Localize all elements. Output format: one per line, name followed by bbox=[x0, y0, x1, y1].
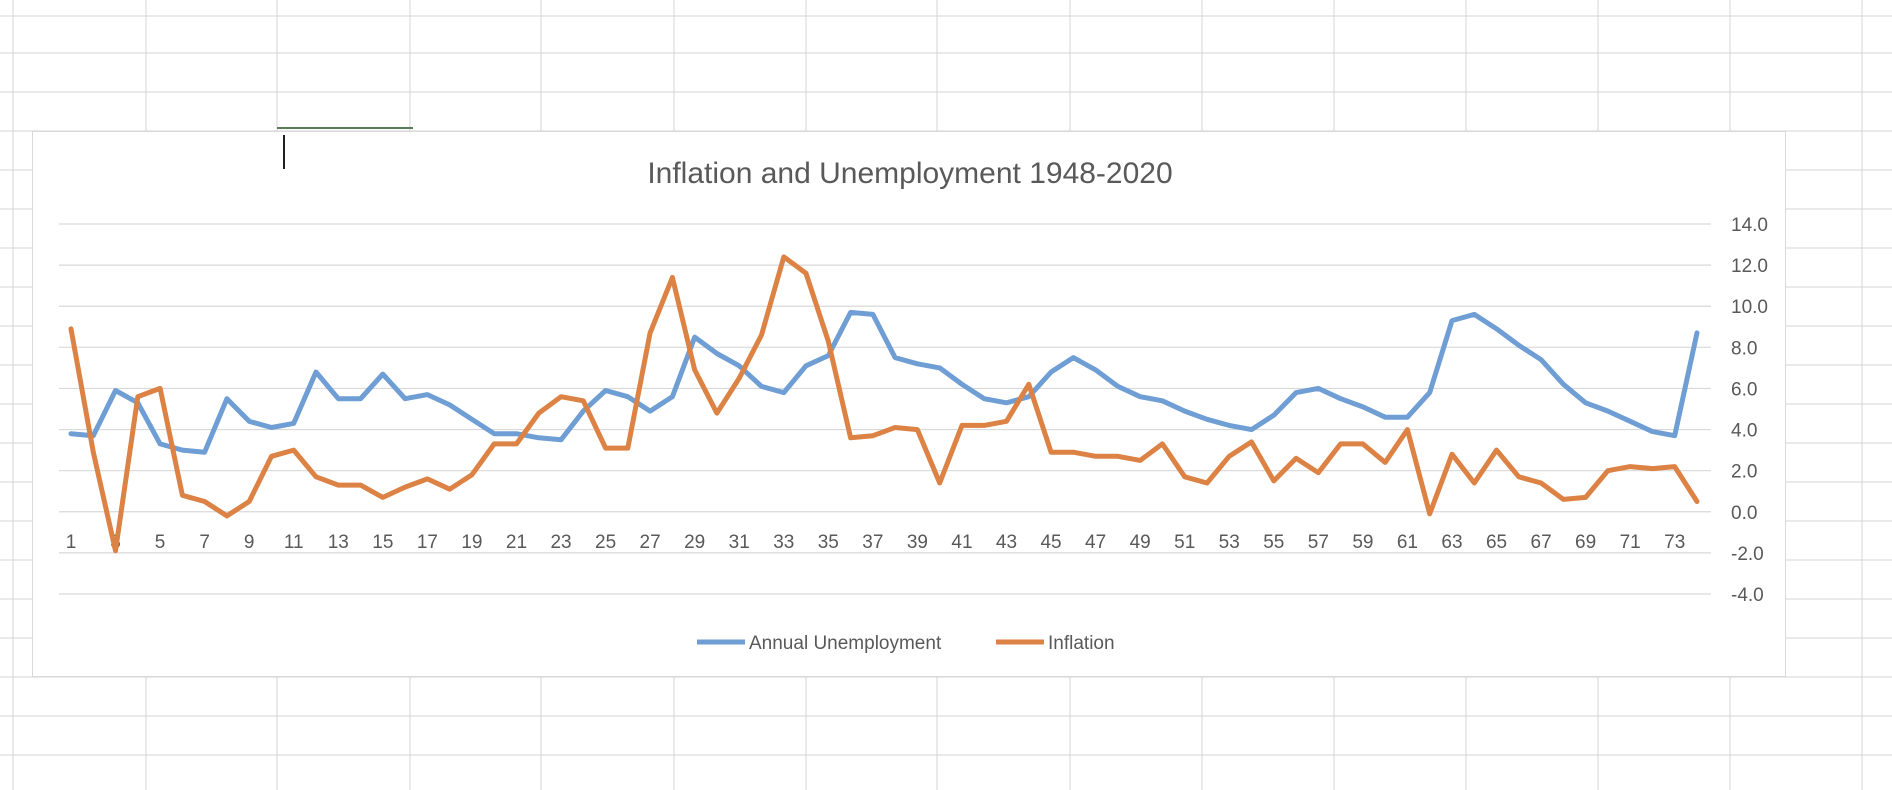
x-tick-label: 21 bbox=[506, 532, 527, 553]
x-tick-label: 47 bbox=[1085, 532, 1106, 553]
series-line-annual-unemployment bbox=[68, 309, 1700, 455]
x-tick-label: 31 bbox=[729, 532, 750, 553]
x-tick-label: 15 bbox=[372, 532, 393, 553]
chart-title: Inflation and Unemployment 1948-2020 bbox=[647, 157, 1172, 190]
x-tick-label: 17 bbox=[417, 532, 438, 553]
x-tick-label: 1 bbox=[66, 532, 77, 553]
x-tick-label: 23 bbox=[550, 532, 571, 553]
series-lines bbox=[68, 254, 1700, 554]
line-chart: Inflation and Unemployment 1948-2020 14.… bbox=[59, 157, 1768, 654]
x-tick-label: 71 bbox=[1620, 532, 1641, 553]
x-axis-labels: 1 3 5 7 9 11 13 15 17 19 21 23 25 27 29 31 33 35 37 39 41 43 4… bbox=[66, 532, 1686, 553]
x-tick-label: 61 bbox=[1397, 532, 1418, 553]
y-tick-label: 8.0 bbox=[1731, 338, 1757, 359]
y-tick-label: -2.0 bbox=[1731, 544, 1764, 565]
y-tick-label: -4.0 bbox=[1731, 585, 1764, 606]
x-tick-label: 55 bbox=[1263, 532, 1284, 553]
x-tick-label: 67 bbox=[1531, 532, 1552, 553]
x-tick-label: 73 bbox=[1664, 532, 1685, 553]
x-tick-label: 69 bbox=[1575, 532, 1596, 553]
x-tick-label: 35 bbox=[818, 532, 839, 553]
x-tick-label: 29 bbox=[684, 532, 705, 553]
y-tick-label: 6.0 bbox=[1731, 379, 1757, 400]
legend-label-annual-unemployment: Annual Unemployment bbox=[749, 633, 942, 654]
x-tick-label: 63 bbox=[1441, 532, 1462, 553]
y-tick-label: 10.0 bbox=[1731, 297, 1768, 318]
y-tick-label: 12.0 bbox=[1731, 256, 1768, 277]
x-tick-label: 43 bbox=[996, 532, 1017, 553]
x-tick-label: 13 bbox=[328, 532, 349, 553]
x-tick-label: 39 bbox=[907, 532, 928, 553]
x-tick-label: 59 bbox=[1352, 532, 1373, 553]
x-tick-label: 51 bbox=[1174, 532, 1195, 553]
x-tick-label: 57 bbox=[1308, 532, 1329, 553]
x-tick-label: 41 bbox=[951, 532, 972, 553]
x-tick-label: 49 bbox=[1130, 532, 1151, 553]
y-axis-labels: 14.0 12.0 10.0 8.0 6.0 4.0 2.0 0.0 -2.0 -4.0 bbox=[1731, 215, 1768, 606]
x-tick-label: 65 bbox=[1486, 532, 1507, 553]
x-tick-label: 11 bbox=[284, 532, 304, 553]
x-tick-label: 33 bbox=[773, 532, 794, 553]
x-tick-label: 9 bbox=[244, 532, 255, 553]
series-line-inflation bbox=[68, 254, 1700, 554]
x-tick-label: 5 bbox=[155, 532, 166, 553]
x-tick-label: 19 bbox=[461, 532, 482, 553]
x-tick-label: 27 bbox=[640, 532, 661, 553]
y-tick-label: 14.0 bbox=[1731, 215, 1768, 236]
x-tick-label: 25 bbox=[595, 532, 616, 553]
legend: Annual Unemployment Inflation bbox=[697, 633, 1115, 654]
y-tick-label: 0.0 bbox=[1731, 503, 1757, 524]
x-tick-label: 45 bbox=[1040, 532, 1061, 553]
y-tick-label: 2.0 bbox=[1731, 462, 1757, 483]
legend-label-inflation: Inflation bbox=[1048, 633, 1115, 654]
chart-area[interactable]: Inflation and Unemployment 1948-2020 14.… bbox=[32, 131, 1786, 677]
text-cursor bbox=[283, 135, 285, 169]
gridlines bbox=[59, 223, 1711, 595]
x-tick-label: 7 bbox=[199, 532, 210, 553]
y-tick-label: 4.0 bbox=[1731, 421, 1757, 442]
x-tick-label: 37 bbox=[862, 532, 883, 553]
x-tick-label: 53 bbox=[1219, 532, 1240, 553]
selected-cell-border bbox=[277, 127, 413, 129]
